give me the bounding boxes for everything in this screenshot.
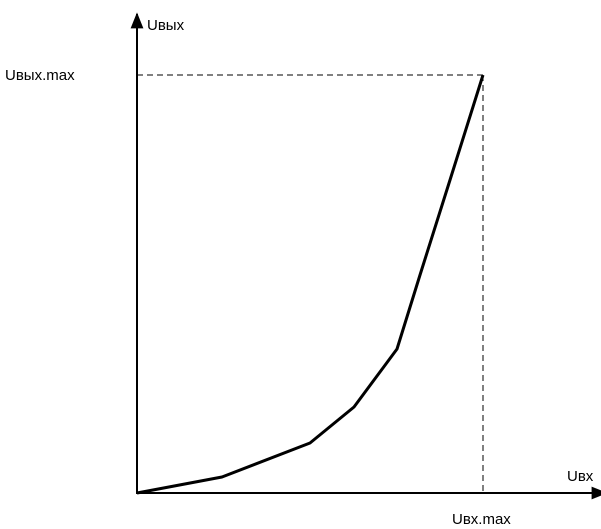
x-max-label: Uвх.max xyxy=(452,511,511,528)
x-axis-label: Uвх xyxy=(567,468,594,485)
characteristic-curve xyxy=(136,74,485,495)
y-max-label: Uвых.max xyxy=(5,67,75,84)
y-axis-label: Uвых xyxy=(147,17,185,34)
